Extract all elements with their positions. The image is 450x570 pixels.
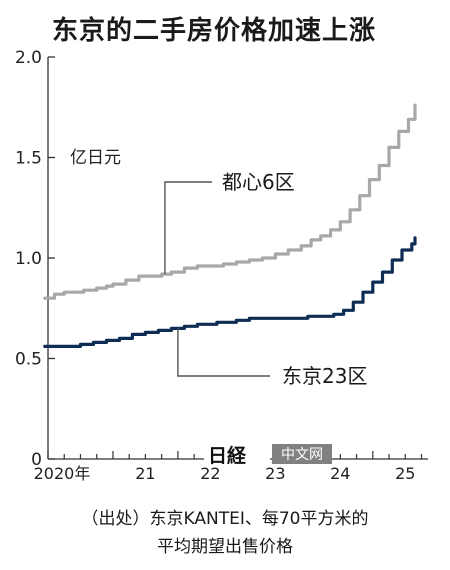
annotation-label-central6: 都心6区 xyxy=(222,170,295,194)
source-line-1: （出处）东京KANTEI、每70平方米的 xyxy=(81,509,369,529)
source-line-2: 平均期望出售价格 xyxy=(157,537,293,557)
annotation-leader-tokyo23 xyxy=(177,328,270,377)
x-tick-label: 21 xyxy=(135,464,155,483)
y-tick-label: 2.0 xyxy=(15,48,42,68)
axes: 0 0.5 1.0 1.5 2.0 亿日元 2020年 21 22 23 24 25 xyxy=(15,48,428,483)
nikkei-watermark: 日経 中文网 xyxy=(204,444,332,467)
watermark-logo-text: 日経 xyxy=(208,444,247,467)
y-tick-label: 0 xyxy=(31,450,42,470)
y-unit-label: 亿日元 xyxy=(70,148,121,168)
watermark-badge-text: 中文网 xyxy=(281,447,323,463)
line-chart: 0 0.5 1.0 1.5 2.0 亿日元 2020年 21 22 23 24 25 都心6区东京23… xyxy=(15,48,428,483)
annotation-label-tokyo23: 东京23区 xyxy=(282,364,367,388)
y-tick-label: 1.0 xyxy=(15,249,42,269)
series-layer xyxy=(43,103,417,348)
chart-title: 东京的二手房价格加速上涨 xyxy=(52,16,377,46)
source-note: （出处）东京KANTEI、每70平方米的 平均期望出售价格 xyxy=(0,505,450,561)
y-tick-label: 1.5 xyxy=(15,149,42,169)
series-line-tokyo23 xyxy=(43,236,417,348)
x-tick-label: 22 xyxy=(200,464,220,483)
series-line-central6 xyxy=(43,103,417,300)
annotation-leader-central6 xyxy=(164,181,212,275)
x-tick-label: 2020年 xyxy=(34,464,91,483)
chart: 0 0.5 1.0 1.5 2.0 亿日元 2020年 21 22 23 24 25 都心6区东京23… xyxy=(15,48,428,483)
watermark-logo-bg xyxy=(204,444,270,466)
x-tick-label: 23 xyxy=(265,464,285,483)
y-tick-label: 0.5 xyxy=(15,350,42,370)
x-tick-label: 25 xyxy=(395,464,415,483)
x-tick-label: 24 xyxy=(330,464,350,483)
watermark-badge xyxy=(272,444,332,464)
